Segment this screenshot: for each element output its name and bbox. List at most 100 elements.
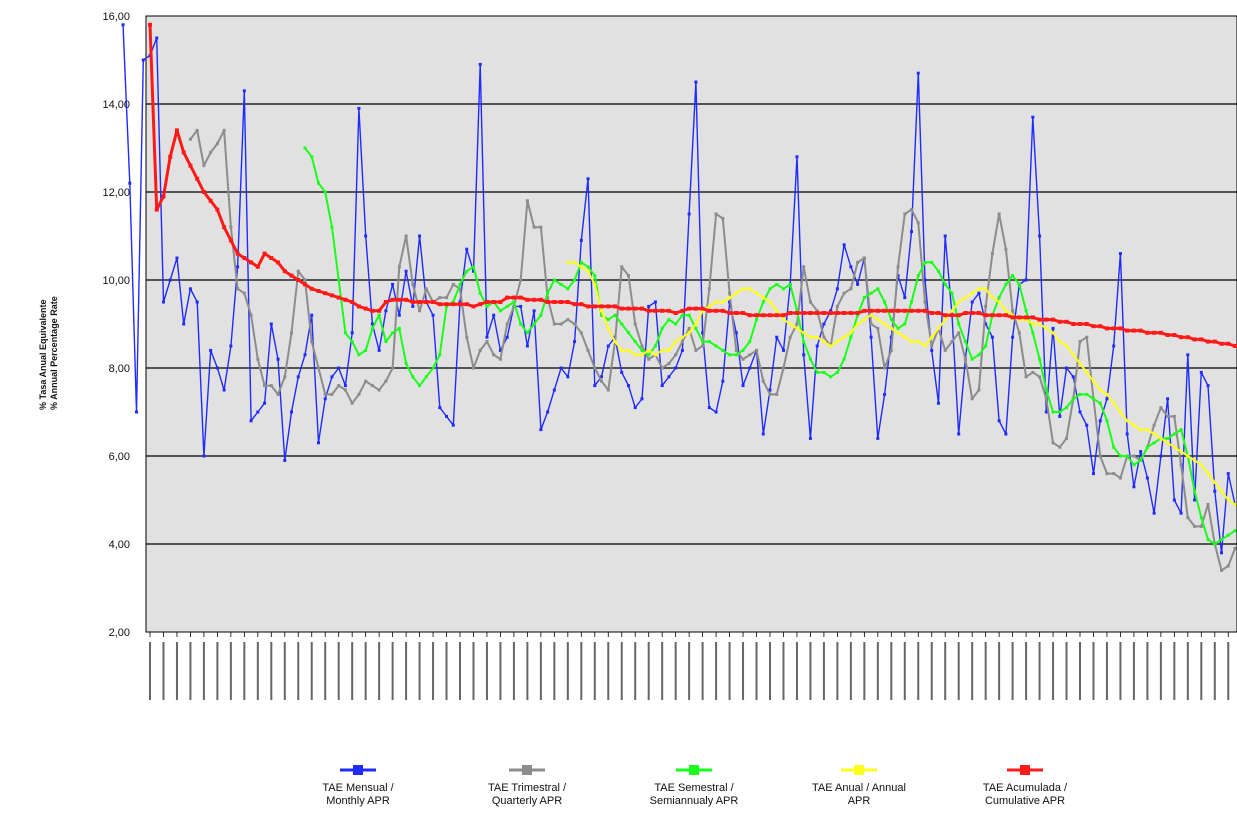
data-point	[1011, 274, 1015, 278]
x-tick-label-block	[189, 642, 192, 700]
data-point	[236, 265, 240, 269]
data-point	[781, 318, 785, 322]
data-point	[350, 401, 354, 405]
data-point	[694, 80, 698, 84]
data-point	[1138, 328, 1143, 333]
data-point	[1051, 441, 1055, 445]
data-point	[1044, 388, 1048, 392]
data-point	[229, 344, 233, 348]
data-point	[188, 287, 192, 291]
data-point	[815, 311, 820, 315]
data-point	[640, 397, 644, 401]
data-point	[1064, 319, 1069, 324]
data-point	[963, 357, 967, 361]
data-point	[310, 313, 314, 317]
data-point	[323, 397, 327, 401]
data-point	[498, 300, 503, 304]
data-point	[1118, 252, 1122, 256]
data-point	[923, 300, 927, 304]
data-point	[269, 384, 273, 388]
data-point	[410, 300, 415, 304]
data-point	[903, 335, 907, 339]
data-point	[1172, 445, 1176, 449]
data-point	[316, 441, 320, 445]
data-point	[330, 225, 334, 229]
data-point	[255, 264, 260, 269]
data-point	[788, 282, 792, 286]
data-point	[775, 282, 779, 286]
data-point	[1206, 538, 1210, 542]
data-point	[182, 322, 186, 326]
data-point	[660, 348, 664, 352]
x-tick-label-block	[432, 642, 435, 700]
legend-label-semiannual-2: Semiannualy APR	[649, 795, 739, 807]
data-point	[1098, 324, 1103, 329]
data-point	[600, 309, 604, 313]
legend-label-cumulative-2: Cumulative APR	[984, 795, 1066, 807]
data-point	[1112, 401, 1116, 405]
data-point	[916, 308, 921, 313]
data-point	[471, 265, 475, 269]
x-tick-label-block	[755, 642, 758, 700]
data-point	[458, 287, 462, 291]
data-point	[579, 265, 583, 269]
data-point	[356, 304, 361, 309]
data-point	[195, 128, 199, 132]
data-point	[862, 296, 866, 300]
data-point	[370, 308, 375, 313]
data-point	[1010, 315, 1015, 320]
data-point	[1233, 344, 1237, 348]
x-tick-label-block	[472, 642, 475, 700]
data-point	[1213, 542, 1217, 546]
data-point	[1132, 463, 1136, 467]
data-point	[876, 287, 880, 291]
legend-label-quarterly-2: Quarterly APR	[491, 795, 563, 807]
data-point	[471, 366, 475, 370]
data-point	[802, 265, 806, 269]
data-point	[1058, 414, 1062, 418]
data-point	[883, 392, 887, 396]
data-point	[236, 287, 240, 291]
data-point	[856, 313, 860, 317]
data-point	[748, 340, 752, 344]
data-point	[876, 318, 880, 322]
data-point	[1038, 375, 1042, 379]
data-point	[377, 308, 382, 313]
data-point	[984, 304, 988, 308]
data-point	[586, 348, 590, 352]
data-point	[249, 419, 253, 423]
data-point	[1179, 450, 1183, 454]
y-tick-label: 6,00	[109, 451, 130, 463]
data-point	[492, 313, 496, 317]
data-point	[606, 388, 610, 392]
data-point	[1071, 322, 1076, 326]
data-point	[720, 308, 725, 313]
data-point	[1145, 330, 1150, 335]
data-point	[559, 322, 563, 326]
data-point	[640, 348, 644, 352]
legend-label-annual-2: APR	[847, 795, 871, 807]
x-tick-label-block	[620, 642, 623, 700]
data-point	[970, 291, 974, 295]
data-point	[316, 181, 320, 185]
data-point	[747, 313, 752, 318]
data-point	[1038, 322, 1042, 326]
data-point	[754, 313, 759, 318]
x-tick-label-block	[688, 642, 691, 700]
data-point	[1105, 397, 1109, 401]
legend-label-annual-1: TAE Anual / Annual	[812, 782, 906, 794]
data-point	[539, 428, 543, 432]
data-point	[984, 322, 988, 326]
data-point	[842, 311, 847, 315]
data-point	[896, 265, 900, 269]
data-point	[1179, 335, 1184, 340]
data-point	[903, 296, 907, 300]
data-point	[984, 287, 988, 291]
data-point	[957, 331, 961, 335]
data-point	[674, 340, 678, 344]
data-point	[215, 142, 219, 146]
legend-marker-quarterly	[509, 765, 545, 775]
data-point	[201, 190, 206, 194]
data-point	[896, 326, 900, 330]
data-point	[296, 375, 300, 379]
